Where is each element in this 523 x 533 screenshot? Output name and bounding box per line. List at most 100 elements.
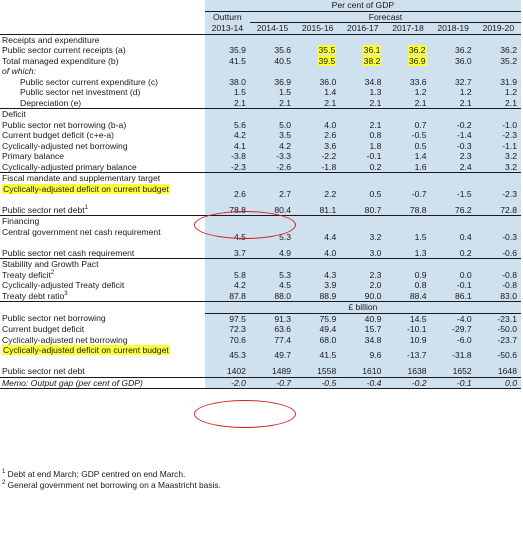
table-cell: 2.1 bbox=[340, 97, 386, 109]
table-cell: 2.4 bbox=[430, 161, 476, 173]
section-heading: Stability and Growth Pact bbox=[0, 258, 205, 270]
table-cell: 5.6 bbox=[204, 119, 250, 130]
table-cell: -3.3 bbox=[249, 151, 296, 162]
table-row: Cyclically-adjusted deficit on current b… bbox=[0, 183, 521, 205]
table-cell: 1.8 bbox=[340, 140, 386, 151]
table-cell: 45.3 bbox=[204, 345, 250, 366]
table-cell: 1.2 bbox=[385, 87, 431, 98]
row-label: Primary balance bbox=[2, 151, 65, 161]
table-cell: -1.8 bbox=[295, 161, 341, 173]
table-cell: 87.8 bbox=[204, 290, 250, 302]
table-cell: 3.7 bbox=[204, 247, 250, 259]
row-label: Public sector net debt bbox=[2, 366, 85, 376]
table-cell: -1.5 bbox=[430, 183, 476, 205]
table-cell: 49.7 bbox=[249, 345, 296, 366]
table-cell: 40.9 bbox=[340, 313, 386, 324]
table-cell: -0.1 bbox=[340, 151, 386, 162]
table-row: Public sector current receipts (a) 35.9 … bbox=[0, 45, 521, 56]
highlighted-cell: 38.2 bbox=[362, 55, 382, 66]
table-cell: 1.6 bbox=[385, 161, 431, 173]
table-cell: 1.4 bbox=[295, 87, 341, 98]
table-cell: 88.0 bbox=[249, 290, 296, 302]
table-cell: 36.0 bbox=[295, 76, 341, 87]
table-cell: 4.3 bbox=[295, 269, 341, 280]
table-row: of which: bbox=[0, 66, 521, 77]
table-row: Cyclically-adjusted Treaty deficit 4.2 4… bbox=[0, 280, 521, 291]
table-cell: 1402 bbox=[204, 366, 250, 377]
table-cell: -23.1 bbox=[475, 313, 521, 324]
row-label: Treaty deficit bbox=[2, 269, 51, 280]
table-cell: -50.0 bbox=[475, 324, 521, 335]
highlighted-row-label: Cyclically-adjusted deficit on current b… bbox=[2, 183, 170, 194]
table-row: Cyclically-adjusted primary balance -2.3… bbox=[0, 161, 521, 173]
table-cell: -0.7 bbox=[249, 376, 296, 389]
table-cell: 2.6 bbox=[204, 183, 250, 205]
billion-caption: £ billion bbox=[204, 301, 521, 314]
section-heading: Receipts and expenditure bbox=[0, 33, 205, 45]
table-cell: 2.0 bbox=[340, 280, 386, 291]
table-cell: 1.5 bbox=[249, 87, 296, 98]
highlighted-row-label: Cyclically-adjusted deficit on current b… bbox=[2, 345, 170, 355]
footnote-marker: 3 bbox=[64, 290, 68, 297]
table-cell: 76.2 bbox=[430, 204, 476, 216]
footnote-marker: 2 bbox=[50, 269, 55, 276]
section-heading: Deficit bbox=[0, 108, 205, 120]
table-cell: 88.4 bbox=[385, 290, 431, 302]
table-cell: 36.2 bbox=[475, 45, 521, 56]
year-header: 2018-19 bbox=[430, 22, 476, 34]
section-heading-row: Deficit bbox=[0, 108, 521, 120]
section-heading: Financing bbox=[0, 215, 205, 227]
table-cell: -6.0 bbox=[430, 334, 476, 345]
table-cell: -0.1 bbox=[430, 376, 476, 389]
table-cell: 0.8 bbox=[385, 280, 431, 291]
table-cell: 1489 bbox=[249, 366, 296, 377]
table-cell: 34.8 bbox=[340, 76, 386, 87]
table-cell: 49.4 bbox=[295, 324, 341, 335]
table-row: Current budget deficit (c+e-a) 4.2 3.5 2… bbox=[0, 130, 521, 141]
table-cell: 3.6 bbox=[295, 140, 341, 151]
table-cell: -2.0 bbox=[204, 376, 250, 389]
table-cell: 3.2 bbox=[475, 151, 521, 162]
fiscal-aggregates-table: Per cent of GDP Outturn Forecast 2013-14… bbox=[0, 0, 521, 389]
table-cell: 1652 bbox=[430, 366, 476, 377]
table-cell: -1.1 bbox=[475, 140, 521, 151]
table-cell: 9.6 bbox=[340, 345, 386, 366]
table-cell: 40.5 bbox=[249, 55, 296, 66]
table-cell: -1.4 bbox=[430, 130, 476, 141]
table-cell: 5.8 bbox=[204, 269, 250, 280]
table-cell: -0.7 bbox=[385, 183, 431, 205]
annotation-ellipse-lower bbox=[194, 400, 296, 428]
table-cell: 0.5 bbox=[385, 140, 431, 151]
table-cell: 4.2 bbox=[204, 280, 250, 291]
table-cell: -29.7 bbox=[430, 324, 476, 335]
table-cell: 4.5 bbox=[249, 280, 296, 291]
section-heading: Fiscal mandate and supplementary target bbox=[0, 172, 205, 184]
table-cell: 36.9 bbox=[249, 76, 296, 87]
table-row: Public sector current expenditure (c) 38… bbox=[0, 76, 521, 87]
table-cell: 1638 bbox=[385, 366, 431, 377]
table-cell: -0.2 bbox=[430, 119, 476, 130]
table-cell: 5.3 bbox=[249, 269, 296, 280]
table-cell: 0.9 bbox=[385, 269, 431, 280]
table-cell: -3.8 bbox=[204, 151, 250, 162]
table-cell: -13.7 bbox=[385, 345, 431, 366]
table-cell: 83.0 bbox=[475, 290, 521, 302]
table-cell: -31.8 bbox=[430, 345, 476, 366]
table-cell: -0.6 bbox=[475, 247, 521, 259]
period-caption-row: Outturn Forecast bbox=[0, 11, 521, 23]
row-label: Current budget deficit (c+e-a) bbox=[2, 130, 115, 140]
table-row: Public sector net borrowing (b-a) 5.6 5.… bbox=[0, 119, 521, 130]
table-cell: 88.9 bbox=[295, 290, 341, 302]
table-cell: 4.0 bbox=[295, 119, 341, 130]
row-label: Cyclically-adjusted primary balance bbox=[2, 161, 137, 172]
table-cell: -0.8 bbox=[475, 280, 521, 291]
table-cell: 2.3 bbox=[430, 151, 476, 162]
table-row: Treaty debt ratio3 87.8 88.0 88.9 90.0 8… bbox=[0, 290, 521, 302]
section-heading-row: Stability and Growth Pact bbox=[0, 258, 521, 270]
row-label: Cyclically-adjusted net borrowing bbox=[2, 334, 128, 345]
table-cell: -0.5 bbox=[295, 376, 341, 389]
table-cell: 32.7 bbox=[430, 76, 476, 87]
unit-caption: Per cent of GDP bbox=[204, 0, 521, 12]
table-cell: 80.4 bbox=[249, 204, 296, 216]
